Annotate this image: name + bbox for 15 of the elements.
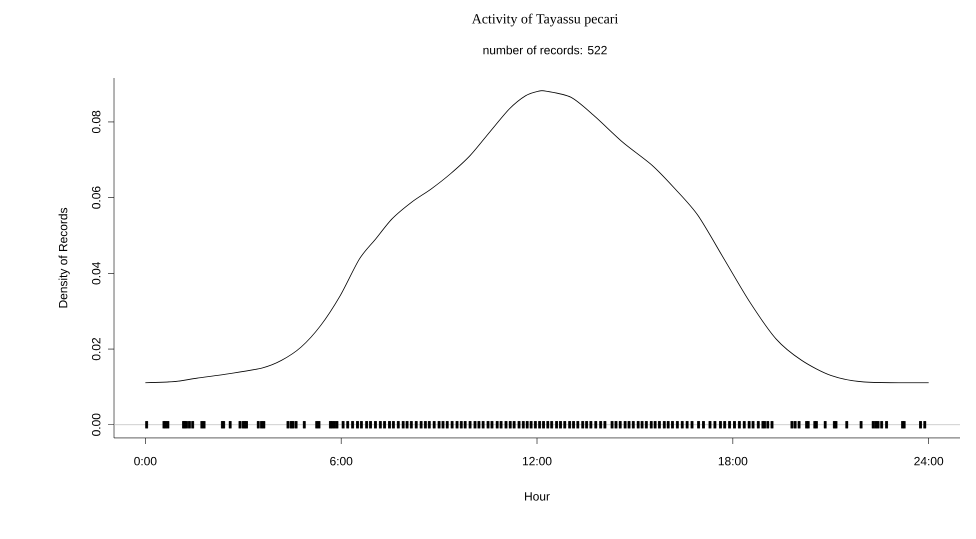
chart-title: Activity of Tayassu pecari <box>472 14 618 26</box>
y-tick-label: 0.00 <box>92 414 100 436</box>
x-tick-label: 24:00 <box>914 456 944 466</box>
x-tick-label: 12:00 <box>522 456 552 466</box>
y-tick-label: 0.02 <box>92 338 100 360</box>
y-axis-title: Density of Records <box>58 208 70 308</box>
line-series <box>144 90 930 384</box>
x-tick-label: 0:00 <box>134 456 157 466</box>
y-tick-label: 0.04 <box>92 262 100 284</box>
y-tick-label: 0.06 <box>92 186 100 209</box>
chart-subtitle: number of records: 522 <box>483 46 607 54</box>
x-axis-title: Hour <box>525 492 550 501</box>
x-tick-label: 18:00 <box>718 456 748 466</box>
x-tick-label: 6:00 <box>330 456 352 466</box>
y-tick-label: 0.08 <box>92 110 100 134</box>
